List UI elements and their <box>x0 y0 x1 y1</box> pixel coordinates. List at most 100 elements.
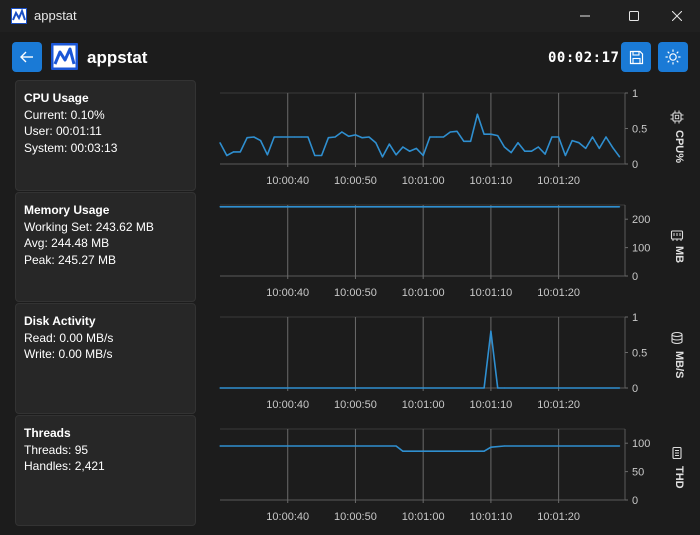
chart-svg: 10:00:40 10:00:50 10:01:00 10:01:10 10:01:20… <box>219 428 650 523</box>
data-point <box>375 142 377 144</box>
data-point <box>253 136 255 138</box>
data-point <box>530 150 533 152</box>
data-point <box>341 131 343 133</box>
data-point <box>293 136 296 138</box>
y-tick-label: 100 <box>632 438 650 450</box>
data-point <box>544 153 546 155</box>
data-point <box>510 152 512 154</box>
y-tick-label: 0 <box>632 159 638 171</box>
data-point <box>517 142 519 144</box>
memory-icon <box>670 230 684 241</box>
card-line: User: 00:01:11 <box>24 124 102 138</box>
data-point <box>449 131 451 133</box>
card-title: Memory Usage <box>24 203 110 217</box>
data-point <box>409 150 411 152</box>
title-bar: appstat <box>0 0 700 32</box>
card-line: Handles: 2,421 <box>24 459 105 473</box>
memory-usage-card: Memory Usage Working Set: 243.62 MB Avg:… <box>15 192 196 302</box>
data-point <box>321 154 323 157</box>
memory-unit-label: MB <box>673 246 685 264</box>
y-tick-label: 0 <box>632 271 638 283</box>
app-logo-icon <box>11 8 27 24</box>
data-point <box>591 136 594 138</box>
disk-icon <box>671 331 683 345</box>
data-point <box>239 151 241 153</box>
data-point <box>219 445 221 447</box>
data-point <box>619 445 621 447</box>
card-line: Current: 0.10% <box>24 107 105 122</box>
x-tick-label: 10:01:20 <box>537 511 580 523</box>
maximize-button[interactable] <box>611 0 657 32</box>
data-point <box>307 136 309 138</box>
x-tick-label: 10:00:40 <box>266 175 309 187</box>
x-tick-label: 10:00:40 <box>266 287 309 299</box>
card-line: Threads: 95 <box>24 442 89 457</box>
data-point <box>246 137 248 139</box>
x-tick-label: 10:01:00 <box>402 287 445 299</box>
save-button[interactable] <box>621 42 651 72</box>
data-point <box>598 147 600 149</box>
data-point <box>429 136 431 138</box>
back-button[interactable] <box>12 42 42 72</box>
x-tick-label: 10:01:00 <box>402 511 445 523</box>
data-point <box>368 136 370 138</box>
data-point <box>551 136 553 138</box>
y-tick-label: 200 <box>632 214 650 226</box>
data-point <box>314 154 316 157</box>
threads-chart: 10:00:40 10:00:50 10:01:00 10:01:10 10:01:20… <box>205 423 700 527</box>
data-point <box>266 154 268 156</box>
data-point <box>232 151 235 153</box>
theme-toggle-button[interactable] <box>658 42 688 72</box>
card-title: Disk Activity <box>24 314 96 328</box>
series-line <box>220 445 620 453</box>
x-tick-label: 10:01:10 <box>469 399 512 411</box>
x-tick-label: 10:00:50 <box>334 287 377 299</box>
data-point <box>585 147 587 149</box>
data-point <box>619 156 621 158</box>
chart-svg: 10:00:40 10:00:50 10:01:00 10:01:10 10:01:20… <box>219 88 647 187</box>
data-point <box>260 140 262 142</box>
card-line: Avg: 244.48 MB <box>24 236 110 250</box>
data-point <box>483 450 485 452</box>
data-point <box>219 387 221 389</box>
data-point <box>300 136 302 138</box>
data-point <box>388 143 390 145</box>
x-tick-label: 10:00:40 <box>266 399 309 411</box>
save-icon <box>629 50 643 64</box>
x-tick-label: 10:00:40 <box>266 511 309 523</box>
data-point <box>497 135 499 137</box>
close-button[interactable] <box>654 0 700 32</box>
data-point <box>381 156 384 158</box>
card-line: System: 00:03:13 <box>24 140 118 155</box>
data-point <box>497 387 499 389</box>
data-point <box>571 140 573 142</box>
data-point <box>280 136 282 138</box>
data-point <box>612 147 614 149</box>
data-point <box>476 113 478 115</box>
data-point <box>273 136 275 138</box>
card-title: CPU Usage <box>24 91 89 105</box>
data-point <box>490 133 492 135</box>
elapsed-time: 00:02:17 <box>548 50 620 66</box>
data-point <box>558 136 560 138</box>
y-tick-label: 0 <box>632 383 638 395</box>
data-point <box>354 134 357 136</box>
data-point <box>524 150 526 152</box>
data-point <box>503 445 505 447</box>
appstat-logo-icon <box>51 43 78 70</box>
disk-activity-card: Disk Activity Read: 0.00 MB/s Write: 0.0… <box>15 303 196 414</box>
disk-unit-label: MB/S <box>673 351 685 379</box>
data-point <box>564 154 566 157</box>
disk-chart: 10:00:40 10:00:50 10:01:00 10:01:10 10:01:20… <box>205 311 700 415</box>
data-point <box>619 387 621 389</box>
x-tick-label: 10:00:50 <box>334 399 377 411</box>
threads-icon <box>672 446 682 460</box>
window-title: appstat <box>34 8 77 23</box>
threads-unit-label: THD <box>673 466 685 489</box>
close-icon <box>672 11 682 21</box>
data-point <box>395 154 397 156</box>
x-tick-label: 10:01:20 <box>537 175 580 187</box>
cpu-chart: 10:00:40 10:00:50 10:01:00 10:01:10 10:01:20… <box>205 87 700 191</box>
minimize-button[interactable] <box>562 0 608 32</box>
data-point <box>483 133 485 135</box>
